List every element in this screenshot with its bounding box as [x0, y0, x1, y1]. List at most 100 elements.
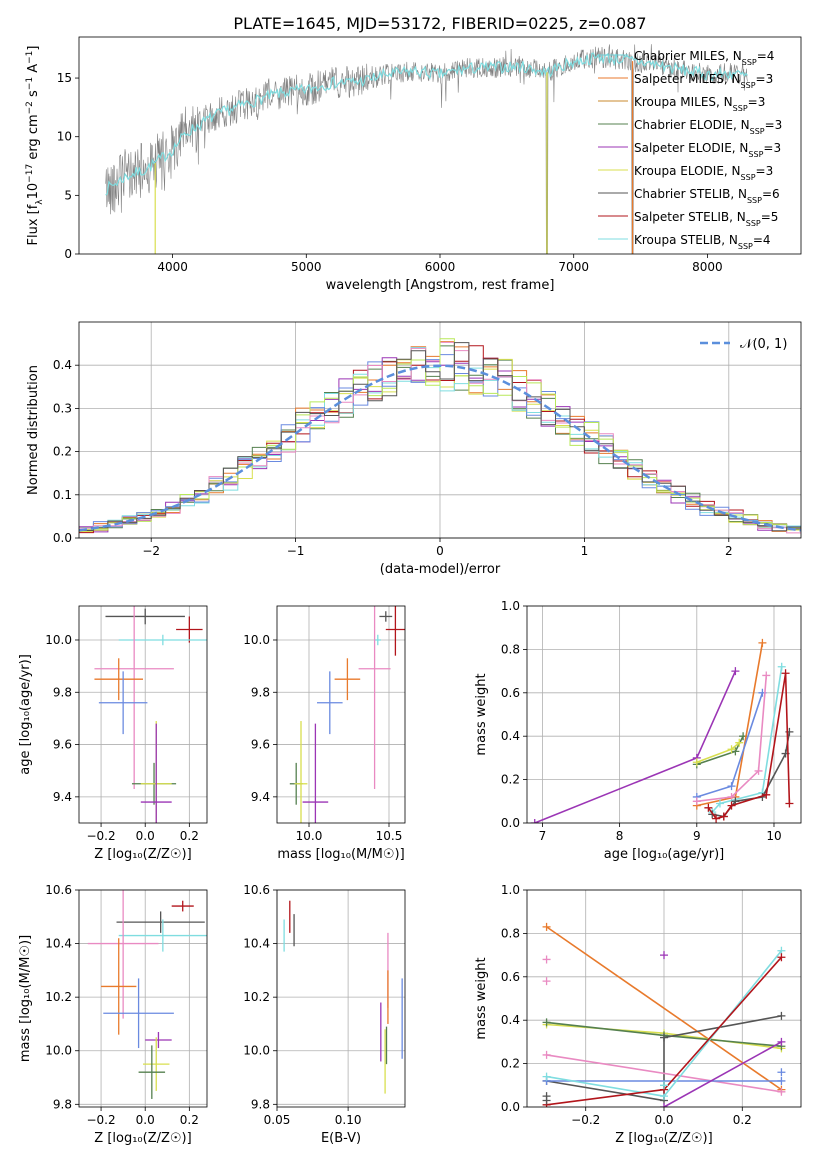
weight-marker [754, 766, 763, 775]
weight-marker [715, 799, 724, 808]
legend-label: Kroupa MILES, NSSP=3 [634, 95, 765, 113]
axes-frame [78, 605, 208, 824]
x-axis-label: E(B-V) [321, 1131, 361, 1146]
weight-marker [542, 922, 551, 931]
tick-label-y: 9.4 [251, 790, 270, 804]
axes-frame [276, 605, 406, 824]
weight-marker [542, 1018, 551, 1027]
tick-label-x: 9 [693, 829, 701, 843]
errorbar-point [302, 723, 329, 823]
errorbar-point [98, 671, 148, 735]
axes-frame [526, 889, 802, 1108]
y-axis-label: mass weight [474, 957, 489, 1039]
chart-age_weight: 7 8 9 10 0.0 0.2 0.4 0.6 0.8 1.0 age [log₁₀(age/yr… [474, 599, 802, 862]
weight-series-line [711, 666, 783, 813]
tick-label-y: 0.0 [501, 816, 520, 830]
tick-label-y: 0.4 [501, 729, 520, 743]
normal-curve [79, 364, 801, 532]
tick-label-x: 0.10 [335, 1113, 362, 1127]
axes-frame [276, 889, 406, 1108]
tick-label-y: 15 [57, 71, 72, 85]
errorbar-point [334, 658, 361, 701]
tick-label-y: 9.6 [53, 738, 72, 752]
legend-label: Kroupa ELODIE, NSSP=3 [634, 164, 773, 182]
tick-label-y: 9.4 [53, 790, 72, 804]
tick-label-x: −0.2 [86, 829, 115, 843]
residual-legend: 𝒩(0, 1) [700, 337, 787, 352]
errorbar-point [94, 658, 143, 701]
tick-label-y: 0.8 [501, 642, 520, 656]
weight-series-line [546, 1054, 782, 1093]
weight-marker [731, 667, 740, 676]
tick-label-y: 0.2 [53, 445, 72, 459]
plot-area [94, 606, 207, 823]
tick-label-y: 0.6 [501, 686, 520, 700]
weight-marker [542, 955, 551, 964]
grid [527, 605, 801, 824]
axes-frame [78, 889, 208, 1108]
tick-label-y: 0.1 [53, 488, 72, 502]
weight-marker [542, 1050, 551, 1059]
errorbar-point [145, 1031, 172, 1049]
tick-label-x: 0.0 [654, 1113, 673, 1127]
legend-label: Kroupa STELIB, NSSP=4 [634, 233, 771, 251]
weight-marker [727, 801, 736, 810]
x-axis-label: wavelength [Angstrom, rest frame] [326, 278, 555, 293]
errorbar-point [101, 938, 137, 1035]
axes-frame [78, 321, 802, 539]
legend-label: Salpeter MILES, NSSP=3 [634, 72, 773, 90]
weight-marker [777, 953, 786, 962]
tick-label-y: 10.2 [243, 990, 270, 1004]
y-axis-label: age [log₁₀(age/yr)] [18, 654, 33, 775]
errorbar-point [176, 616, 203, 643]
tick-label-x: 7000 [558, 260, 589, 274]
tick-label-y: 10.4 [45, 937, 72, 951]
tick-label-x: 0.0 [136, 1113, 155, 1127]
errorbar-point [138, 1045, 166, 1099]
tick-label-y: 0 [64, 247, 72, 261]
errorbar-point [105, 608, 185, 625]
weight-marker [781, 669, 790, 678]
errorbar-point [294, 721, 308, 823]
tick-label-y: 9.8 [53, 685, 72, 699]
tick-label-x: 0.2 [180, 829, 199, 843]
tick-label-x: 0 [436, 544, 444, 558]
axes-frame [526, 605, 802, 824]
tick-label-y: 0.4 [501, 1013, 520, 1027]
tick-label-y: 10.6 [45, 883, 72, 897]
weight-marker [542, 977, 551, 986]
weight-marker [777, 662, 786, 671]
weight-series-line [696, 692, 764, 798]
weight-marker [660, 1081, 668, 1090]
tick-label-x: 10.0 [296, 829, 323, 843]
weight-series-line [546, 1015, 782, 1102]
tick-label-x: 7 [539, 829, 547, 843]
tick-label-y: 10 [57, 130, 72, 144]
chart-ebv_mass: 0.05 0.10 9.8 10.0 10.2 10.4 10.6 E(B-V) [243, 883, 406, 1146]
axes-frame [78, 36, 802, 255]
errorbar-point [87, 890, 159, 1019]
weight-marker [660, 951, 668, 960]
tick-label-y: 10.2 [45, 990, 72, 1004]
weight-marker [762, 671, 771, 680]
weight-marker [542, 1096, 551, 1105]
weight-marker [530, 819, 539, 823]
tick-label-x: 0.05 [264, 1113, 291, 1127]
errorbar-point [118, 919, 207, 952]
tick-label-x: −0.2 [571, 1113, 600, 1127]
figure-title: PLATE=1645, MJD=53172, FIBERID=0225, z=0… [233, 14, 646, 33]
tick-label-x: 2 [725, 544, 733, 558]
plot-area [105, 44, 748, 254]
weight-marker [692, 797, 701, 806]
errorbar-point [385, 606, 405, 656]
grid [277, 606, 405, 823]
weight-marker [758, 638, 767, 647]
histogram-step [79, 342, 801, 532]
weight-marker [660, 1033, 668, 1042]
plot-area [530, 638, 794, 823]
y-axis-label: Normed distribution [26, 365, 41, 495]
tick-label-x: 8 [616, 829, 624, 843]
tick-label-y: 10.0 [45, 633, 72, 647]
weight-marker [777, 1011, 786, 1020]
